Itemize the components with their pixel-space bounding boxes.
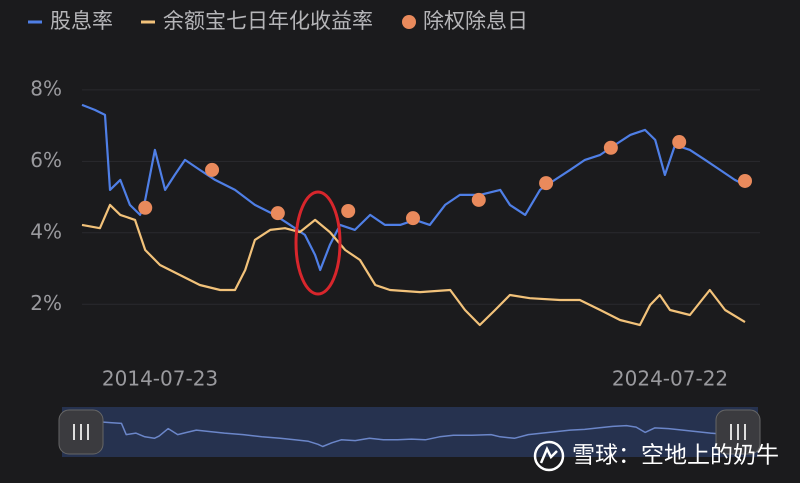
legend-label: 除权除息日 [423, 9, 528, 33]
y-tick-label: 8% [30, 76, 62, 100]
handle-grip [730, 424, 746, 440]
ex-dividend-dot [405, 211, 420, 226]
y-tick-label: 2% [30, 291, 62, 315]
ex-dividend-dot [205, 162, 220, 177]
ex-dividend-dot [539, 176, 554, 191]
highlight-circle [294, 190, 342, 296]
legend: 股息率 余额宝七日年化收益率 除权除息日 [28, 9, 528, 33]
ex-dividend-dot [603, 140, 618, 155]
watermark: 雪球：空地上的奶牛 [572, 443, 779, 469]
legend-label: 股息率 [50, 9, 113, 33]
legend-label: 余额宝七日年化收益率 [163, 9, 373, 33]
x-tick-label: 2014-07-23 [102, 367, 218, 391]
y-tick-label: 6% [30, 148, 62, 172]
ex-dividend-dot [341, 204, 356, 219]
legend-marker [402, 15, 416, 29]
plot-area: 2% 4% 6% 8% 2014-07-23 2024-07-22 [30, 76, 760, 391]
navigator-track [62, 407, 758, 457]
ex-dividend-dot [471, 192, 486, 207]
navigator-line [99, 421, 721, 448]
ex-dividend-dot [672, 135, 687, 150]
watermark-logo [533, 440, 565, 472]
handle-grip [73, 424, 89, 440]
y-tick-label: 4% [30, 219, 62, 243]
ex-dividend-dot [738, 173, 752, 188]
ex-dividend-dot [138, 200, 153, 215]
navigator [58, 407, 761, 457]
ex-dividend-dot [270, 206, 285, 221]
x-tick-label: 2024-07-22 [612, 367, 728, 391]
series-line [81, 203, 746, 327]
series-line [81, 103, 746, 272]
